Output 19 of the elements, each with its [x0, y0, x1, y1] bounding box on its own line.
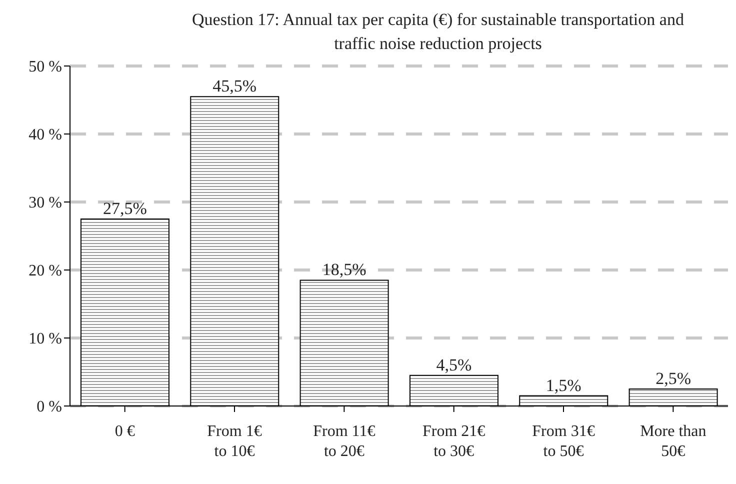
x-tick-label: From 31€ to 50€ — [532, 423, 595, 460]
y-tick-label: 10 % — [28, 330, 62, 348]
x-tick-label: 0 € — [114, 423, 135, 440]
y-tick-label: 40 % — [28, 126, 62, 144]
y-tick-label: 0 % — [36, 398, 62, 416]
data-label: 1,5% — [546, 376, 582, 395]
data-label: 2,5% — [656, 369, 692, 388]
x-tick-label: From 21€ to 30€ — [422, 423, 486, 460]
data-label: 18,5% — [322, 260, 366, 280]
data-label: 27,5% — [103, 199, 147, 218]
y-tick-label: 30 % — [28, 194, 62, 212]
y-tick-label: 20 % — [28, 262, 62, 280]
x-tick-label: More than 50€ — [640, 423, 706, 460]
y-tick-label: 50 % — [28, 58, 62, 76]
chart-title: Question 17: Annual tax per capita (€) for sustainable transportation and traffic noise reduction projects — [191, 9, 685, 55]
x-tick-label: From 11€ to 20€ — [313, 423, 376, 460]
x-tick-label: From 1€ to 10€ — [207, 423, 262, 460]
data-label: 4,5% — [436, 355, 472, 374]
data-label: 45,5% — [212, 76, 257, 96]
